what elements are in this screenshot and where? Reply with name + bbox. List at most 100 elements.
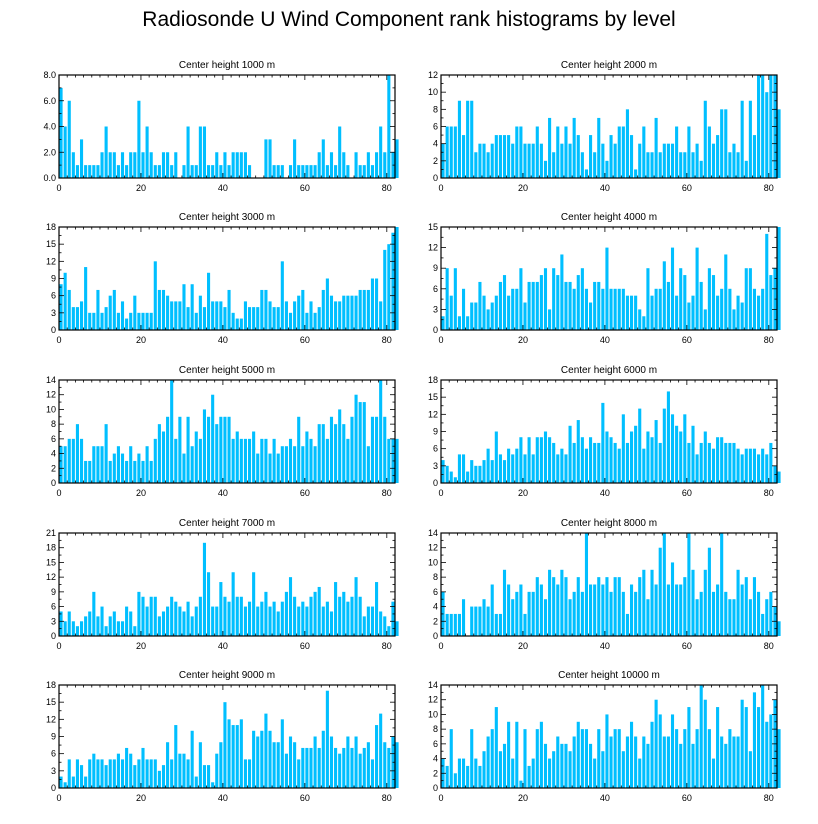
histogram-bar bbox=[145, 446, 149, 483]
histogram-bar bbox=[334, 165, 338, 179]
histogram-bar bbox=[166, 152, 170, 178]
histogram-bar bbox=[383, 152, 387, 178]
histogram-bar bbox=[466, 100, 470, 178]
histogram-bar bbox=[235, 431, 239, 483]
histogram-bar bbox=[182, 284, 186, 330]
histogram-bar bbox=[716, 295, 720, 330]
histogram-bar bbox=[748, 100, 752, 178]
histogram-bar bbox=[478, 465, 482, 483]
histogram-bar bbox=[108, 759, 112, 788]
histogram-bar bbox=[646, 268, 650, 330]
histogram-bar bbox=[243, 759, 247, 788]
histogram-bar bbox=[354, 152, 358, 178]
y-tick-label: 14 bbox=[46, 375, 56, 385]
x-tick-label: 0 bbox=[438, 488, 443, 498]
y-tick-label: 0 bbox=[51, 325, 56, 335]
histogram-bar bbox=[625, 109, 629, 178]
x-tick-label: 60 bbox=[682, 335, 692, 345]
histogram-bar bbox=[584, 288, 589, 330]
histogram-bar bbox=[387, 626, 391, 636]
y-tick-label: 3 bbox=[51, 308, 56, 318]
histogram-panel-7: Center height 7000 m 0 20 40 60 80 0 3 6 9 12 15 18 2… bbox=[46, 518, 399, 651]
histogram-bar bbox=[92, 312, 96, 330]
histogram-bar bbox=[153, 438, 157, 483]
histogram-bar bbox=[272, 601, 276, 636]
histogram-bar bbox=[580, 268, 584, 330]
histogram-bar bbox=[211, 782, 215, 788]
histogram-bar bbox=[71, 307, 75, 330]
histogram-bar bbox=[243, 606, 247, 636]
histogram-bar bbox=[531, 591, 535, 636]
histogram-bar bbox=[125, 318, 129, 330]
histogram-bar bbox=[100, 312, 104, 330]
histogram-bar bbox=[552, 268, 556, 330]
y-tick-label: 6 bbox=[433, 444, 438, 454]
histogram-bar bbox=[104, 626, 108, 636]
histogram-bar bbox=[474, 302, 478, 330]
histogram-bar bbox=[120, 621, 125, 636]
histogram-bar bbox=[129, 753, 133, 788]
histogram-bar bbox=[662, 533, 666, 636]
histogram-bar bbox=[260, 601, 264, 636]
histogram-bar bbox=[609, 591, 613, 636]
histogram-bar bbox=[223, 416, 227, 483]
histogram-bar bbox=[63, 272, 67, 330]
x-tick-label: 60 bbox=[300, 641, 310, 651]
histogram-bar bbox=[125, 460, 129, 483]
histogram-bar bbox=[375, 152, 379, 178]
histogram-bar bbox=[219, 301, 223, 330]
histogram-bar bbox=[498, 454, 502, 483]
x-tick-label: 80 bbox=[382, 183, 392, 193]
histogram-bar bbox=[707, 547, 711, 636]
y-tick-label: 6 bbox=[433, 587, 438, 597]
histogram-bar bbox=[321, 730, 325, 788]
histogram-bar bbox=[120, 152, 125, 178]
histogram-bar bbox=[129, 312, 133, 330]
histogram-bar bbox=[284, 446, 288, 483]
histogram-bar bbox=[629, 721, 634, 788]
histogram-bar bbox=[293, 742, 297, 788]
histogram-bar bbox=[170, 165, 174, 179]
histogram-bar bbox=[490, 729, 494, 788]
histogram-bar bbox=[584, 729, 589, 788]
histogram-bar bbox=[100, 152, 104, 178]
histogram-bar bbox=[104, 126, 108, 178]
histogram-bar bbox=[646, 743, 650, 788]
histogram-bar bbox=[325, 278, 329, 330]
histogram-bar bbox=[207, 272, 211, 330]
histogram-bar bbox=[375, 416, 379, 483]
x-tick-label: 60 bbox=[682, 488, 692, 498]
histogram-bar bbox=[757, 75, 761, 178]
histogram-bar bbox=[634, 591, 638, 636]
histogram-bar bbox=[757, 295, 761, 330]
histogram-bar bbox=[728, 442, 732, 483]
histogram-bar bbox=[141, 747, 145, 788]
histogram-bar bbox=[523, 613, 527, 636]
y-tick-label: 2.0 bbox=[43, 147, 56, 157]
histogram-bar bbox=[498, 135, 502, 178]
histogram-bar bbox=[116, 446, 120, 483]
histogram-bar bbox=[691, 152, 695, 178]
x-tick-label: 0 bbox=[438, 183, 443, 193]
histogram-bar bbox=[638, 408, 642, 483]
histogram-bar bbox=[736, 736, 740, 788]
histogram-bar bbox=[190, 730, 194, 788]
histogram-bar bbox=[707, 442, 711, 483]
histogram-bar bbox=[297, 165, 301, 179]
histogram-bar bbox=[461, 454, 466, 483]
histogram-bar bbox=[366, 289, 370, 330]
histogram-bar bbox=[519, 584, 523, 636]
x-tick-label: 20 bbox=[518, 488, 528, 498]
y-tick-label: 10 bbox=[428, 709, 438, 719]
histogram-bar bbox=[301, 446, 305, 483]
histogram-bar bbox=[507, 295, 511, 330]
histogram-bar bbox=[695, 729, 699, 788]
histogram-bar bbox=[256, 453, 260, 483]
histogram-bar bbox=[441, 316, 445, 330]
histogram-bar bbox=[317, 747, 321, 788]
histogram-bar bbox=[391, 232, 395, 330]
histogram-bar bbox=[174, 438, 178, 483]
histogram-bar bbox=[170, 301, 174, 330]
histogram-bar bbox=[129, 611, 133, 636]
histogram-bar bbox=[280, 601, 284, 636]
